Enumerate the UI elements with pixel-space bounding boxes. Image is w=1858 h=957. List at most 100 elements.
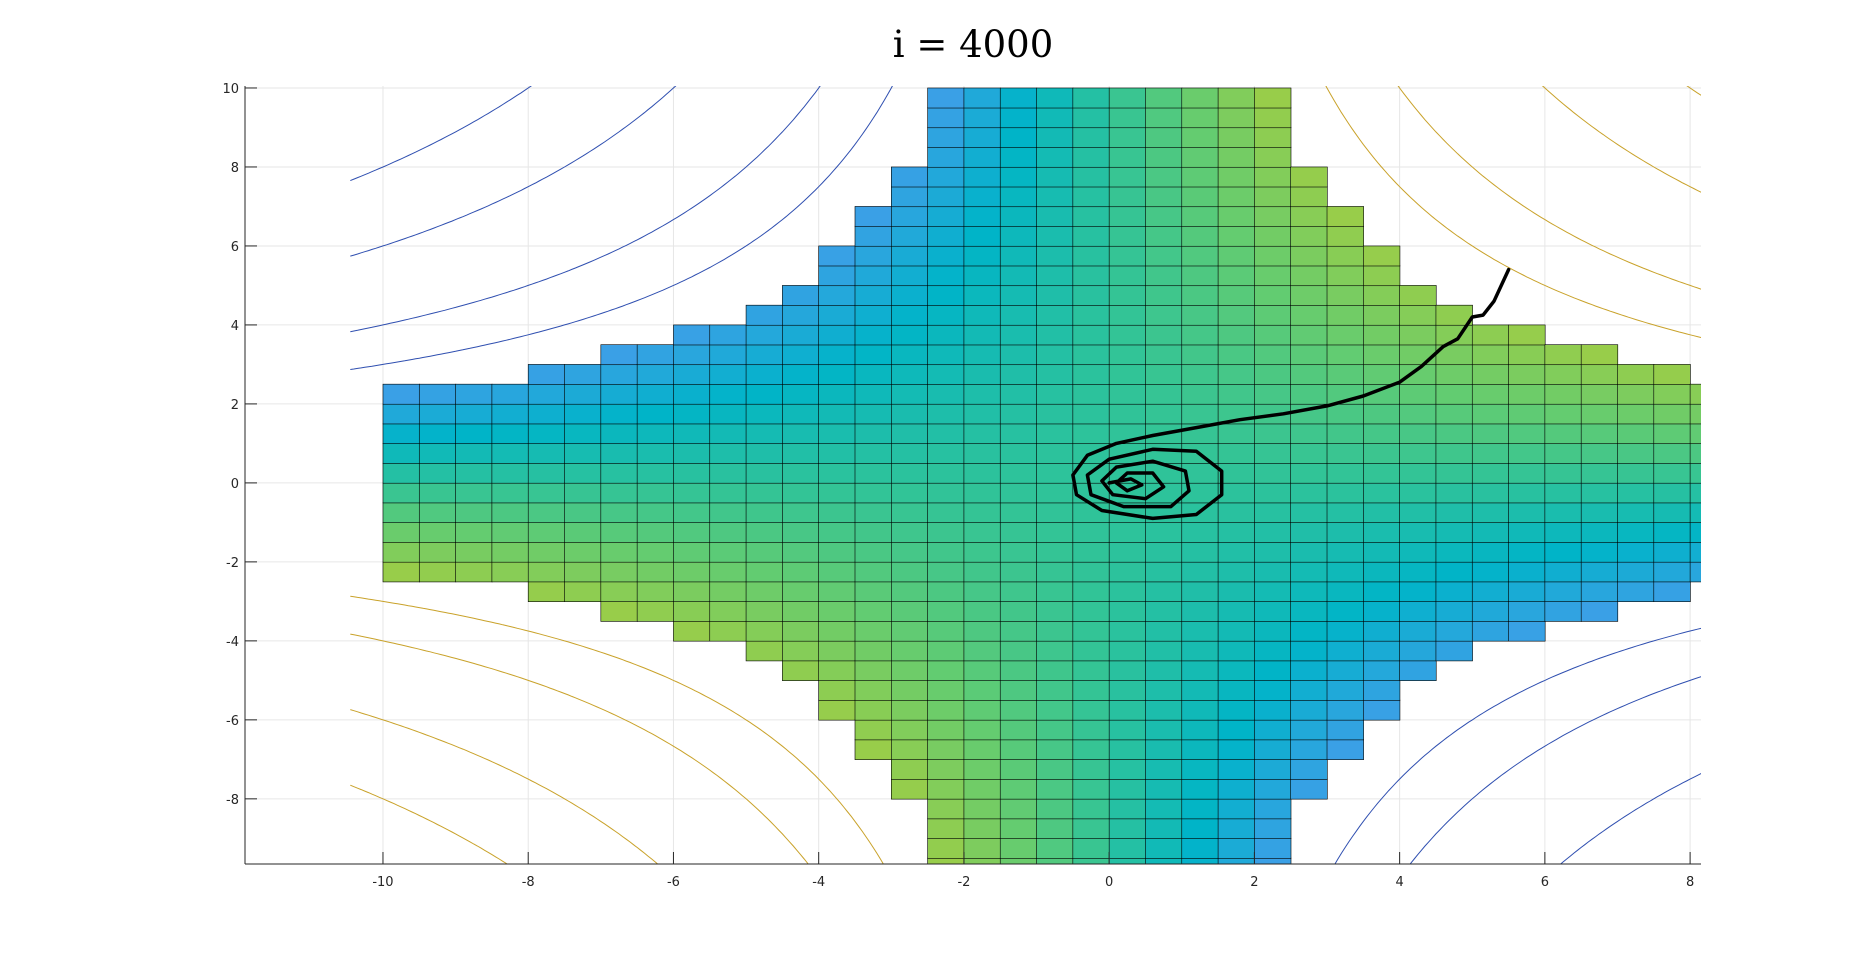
surface-cell (1254, 660, 1292, 681)
surface-cell (1544, 364, 1582, 385)
surface-cell (1036, 620, 1074, 642)
surface-cell (999, 285, 1038, 306)
surface-cell (1072, 403, 1110, 425)
surface-cell (1290, 601, 1328, 622)
surface-cell (854, 680, 892, 701)
surface-cell (1072, 838, 1110, 859)
surface-cell (963, 225, 1001, 247)
surface-cell (1726, 542, 1763, 562)
contour-line (1559, 773, 1701, 864)
surface-cell (854, 245, 892, 267)
surface-cell (1290, 383, 1328, 405)
surface-cell (1363, 561, 1401, 583)
surface-cell (1508, 364, 1546, 385)
surface-cell (1217, 699, 1255, 721)
surface-cell (1108, 798, 1147, 820)
surface-cell (673, 620, 711, 642)
surface-cell (1254, 462, 1292, 484)
surface-cell (1399, 423, 1437, 445)
surface-cell (1145, 778, 1183, 800)
surface-cell (891, 166, 929, 188)
surface-cell (1181, 245, 1219, 267)
surface-cell (1363, 304, 1401, 326)
surface-cell (1072, 304, 1110, 326)
surface-cell (963, 601, 1001, 622)
surface-cell (1290, 699, 1328, 721)
surface-cell (1580, 541, 1619, 563)
surface-cell (1036, 186, 1074, 208)
surface-cell (782, 304, 820, 326)
surface-cell (709, 462, 747, 484)
surface-cell (745, 462, 783, 484)
surface-cell (1363, 403, 1401, 425)
surface-cell (745, 581, 783, 602)
surface-cell (1108, 522, 1147, 543)
surface-cell (1544, 403, 1582, 425)
surface-cell (745, 403, 783, 425)
surface-cell (1326, 344, 1364, 366)
surface-cell (1763, 522, 1800, 542)
surface-cell (782, 462, 820, 484)
surface-cell (382, 541, 420, 563)
surface-cell (1181, 660, 1219, 681)
surface-cell (999, 304, 1038, 326)
surface-cell (745, 423, 783, 445)
surface-cell (1108, 680, 1147, 701)
surface-cell (1036, 640, 1074, 662)
surface-cell (1254, 423, 1292, 445)
surface-cell (854, 699, 892, 721)
surface-cell (854, 640, 892, 662)
surface-cell (1326, 719, 1364, 741)
surface-cell (745, 522, 783, 543)
surface-cell (891, 245, 929, 267)
surface-cell (891, 502, 929, 523)
surface-cell (1254, 443, 1292, 464)
surface-cell (1072, 522, 1110, 543)
surface-cell (1435, 561, 1473, 583)
surface-cell (1108, 107, 1147, 129)
surface-cell (963, 146, 1001, 168)
surface-cell (527, 541, 566, 563)
surface-cell (491, 482, 529, 504)
surface-cell (1363, 522, 1401, 543)
surface-cell (854, 462, 892, 484)
surface-cell (1689, 443, 1701, 464)
surface-cell (1145, 739, 1183, 760)
surface-cell (891, 482, 929, 504)
surface-cell (1217, 344, 1255, 366)
surface-cell (927, 838, 965, 859)
surface-cell (1617, 541, 1655, 563)
surface-cell (418, 522, 457, 543)
surface-cell (564, 522, 602, 543)
surface-cell (1181, 166, 1219, 188)
surface-cell (1181, 561, 1219, 583)
surface-cell (963, 403, 1001, 425)
surface-cell (782, 601, 820, 622)
surface-cell (1108, 403, 1147, 425)
surface-cell (1326, 423, 1364, 445)
surface-cell (1326, 462, 1364, 484)
surface-cell (1145, 324, 1183, 346)
surface-cell (636, 383, 675, 405)
surface-cell (1145, 206, 1183, 227)
surface-cell (782, 443, 820, 464)
surface-cell (927, 403, 965, 425)
surface-cell (854, 660, 892, 681)
surface-cell (818, 403, 856, 425)
surface-cell (1544, 462, 1582, 484)
surface-cell (963, 383, 1001, 405)
surface-cell (999, 482, 1038, 504)
surface-cell (999, 87, 1038, 109)
surface-cell (1072, 601, 1110, 622)
surface-cell (1108, 285, 1147, 306)
surface-cell (1145, 561, 1183, 583)
surface-cell (1145, 285, 1183, 306)
surface-cell (782, 522, 820, 543)
surface-cell (745, 561, 783, 583)
surface-cell (818, 462, 856, 484)
surface-cell (1108, 344, 1147, 366)
surface-cell (1363, 285, 1401, 306)
surface-cell (1399, 640, 1437, 662)
surface-cell (1544, 502, 1582, 523)
surface-cell (1108, 739, 1147, 760)
